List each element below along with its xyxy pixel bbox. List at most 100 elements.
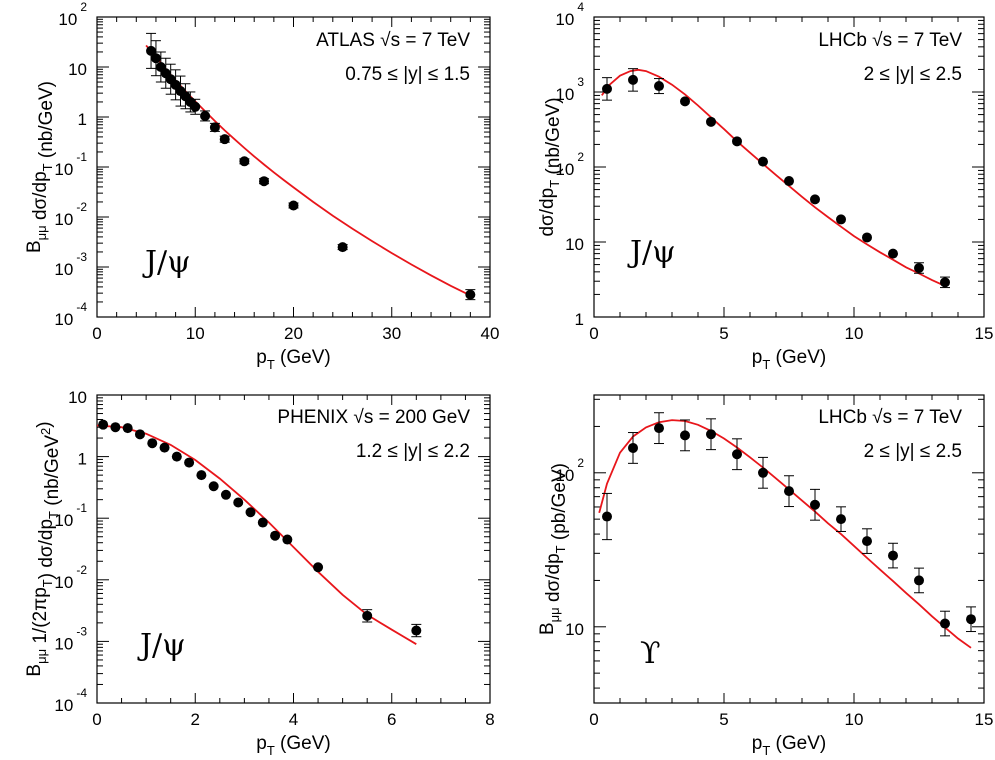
particle-label: J/ψ (627, 235, 676, 270)
particle-label: J/ψ (137, 628, 186, 663)
data-point (147, 438, 158, 449)
y-tick-label: 10 (565, 620, 584, 639)
particle-label: ϒ (640, 636, 661, 671)
y-tick-label: 10-3 (54, 624, 87, 653)
x-tick-label: 0 (92, 324, 101, 343)
y-axis-label: dσ/dpT (nb/GeV) (537, 97, 564, 236)
data-point (219, 134, 230, 145)
data-point (732, 136, 742, 147)
x-axis-label: pT (GeV) (256, 733, 330, 758)
data-point (784, 176, 794, 187)
data-point (208, 481, 219, 492)
x-tick-label: 6 (387, 710, 396, 729)
y-tick-label: 1 (78, 110, 87, 129)
data-point (758, 467, 768, 478)
data-point (233, 497, 244, 508)
x-tick-label: 2 (191, 710, 200, 729)
x-tick-label: 30 (382, 324, 401, 343)
data-point (257, 517, 268, 528)
x-tick-label: 20 (284, 324, 303, 343)
x-tick-label: 0 (589, 324, 598, 343)
chart-lhcb-upsilon: 0 5 10 15 102 10 pT (GeV) Bμμ dσ/dpT (pb/GeV) LH… (537, 394, 994, 758)
data-point (196, 470, 207, 481)
x-axis-label: pT (GeV) (752, 347, 826, 372)
data-point (337, 242, 348, 253)
chart-phenix: 0 2 4 6 8 10 1 10-1 10-2 10-3 10-4 pT (GeV) Bμμ 1/(2… (24, 388, 495, 758)
y-tick-label: 10-2 (54, 200, 87, 229)
data-point (706, 116, 716, 127)
data-point (628, 442, 638, 453)
y-tick-label: 10 (565, 235, 584, 254)
x-tick-label: 5 (719, 324, 728, 343)
data-point (259, 176, 270, 187)
data-point (966, 614, 976, 625)
data-point (810, 194, 820, 205)
data-point (110, 422, 121, 433)
data-point (159, 442, 170, 453)
x-tick-label: 8 (485, 710, 494, 729)
y-tick-label: 1 (575, 310, 584, 329)
data-point (270, 530, 281, 541)
data-point (146, 45, 157, 56)
x-tick-label: 15 (975, 710, 994, 729)
data-point (288, 200, 299, 211)
y-tick-label: 10-3 (54, 250, 87, 279)
x-tick-label: 10 (186, 324, 205, 343)
data-point (888, 248, 898, 259)
data-point (810, 499, 820, 510)
data-point (836, 514, 846, 525)
data-point (914, 575, 924, 586)
data-point (220, 489, 231, 500)
data-point (362, 610, 373, 621)
data-point (239, 156, 250, 167)
data-point (313, 562, 324, 573)
data-point (654, 423, 664, 434)
data-point (184, 457, 195, 468)
annotation-line: ATLAS √s = 7 TeV (316, 30, 470, 51)
x-tick-label: 0 (589, 710, 598, 729)
y-axis-label: Bμμ dσ/dpT (pb/GeV) (537, 463, 570, 635)
data-point (940, 277, 950, 288)
data-point (680, 430, 690, 441)
annotation-line: 2 ≤ |y| ≤ 2.5 (864, 64, 962, 85)
data-point (411, 625, 422, 636)
x-tick-label: 40 (481, 324, 500, 343)
data-point (200, 110, 211, 121)
y-tick-label: 1 (78, 450, 87, 469)
data-point (862, 536, 872, 547)
annotation-line: 2 ≤ |y| ≤ 2.5 (864, 441, 962, 462)
data-point (602, 511, 612, 522)
y-axis-label: Bμμ dσ/dpT (nb/GeV) (24, 81, 57, 253)
data-point (732, 449, 742, 460)
data-point (602, 83, 612, 94)
x-axis-label: pT (GeV) (752, 733, 826, 758)
annotation-line: LHCb √s = 7 TeV (818, 30, 962, 51)
y-tick-label: 10 (68, 60, 87, 79)
data-point (150, 53, 161, 64)
x-tick-label: 0 (92, 710, 101, 729)
particle-label: J/ψ (142, 245, 191, 280)
y-tick-label: 102 (555, 150, 584, 179)
x-axis-label: pT (GeV) (256, 347, 330, 372)
data-point (888, 550, 898, 561)
data-point (862, 232, 872, 243)
y-axis-label: Bμμ 1/(2πpT) dσ/dpT (nb/GeV2) (24, 421, 63, 676)
y-tick-label: 104 (555, 0, 584, 29)
x-tick-label: 10 (845, 710, 864, 729)
y-tick-label: 10 (68, 388, 87, 407)
plot-frame (593, 16, 985, 318)
y-tick-label: 10-4 (54, 300, 87, 329)
data-point (209, 122, 220, 133)
data-point (784, 486, 794, 497)
y-tick-label: 102 (58, 0, 87, 29)
y-tick-label: 102 (555, 456, 584, 485)
data-point (190, 101, 201, 112)
data-point (758, 156, 768, 167)
y-tick-label: 10-1 (54, 150, 87, 179)
data-point (465, 289, 476, 300)
x-tick-label: 15 (975, 324, 994, 343)
x-tick-label: 10 (845, 324, 864, 343)
data-point (171, 451, 182, 462)
x-tick-label: 4 (289, 710, 298, 729)
